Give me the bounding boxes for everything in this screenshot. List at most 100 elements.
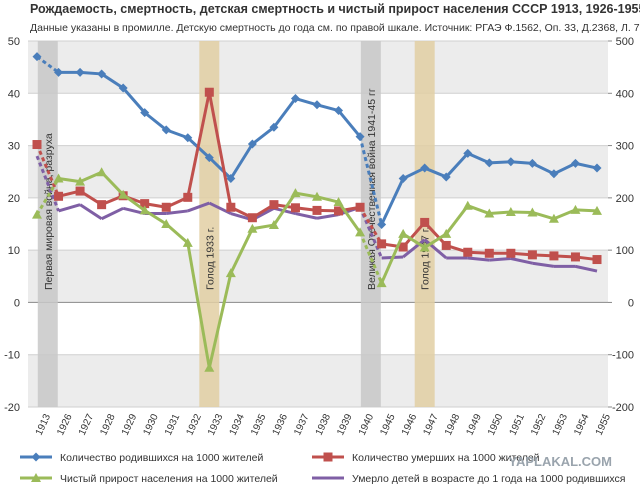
x-tick-label: 1949 (465, 412, 485, 437)
x-tick-label: 1951 (508, 412, 528, 437)
point (290, 203, 300, 213)
point (420, 163, 430, 173)
point (484, 158, 494, 168)
grid-band (28, 354, 608, 407)
line-segment (122, 87, 146, 114)
point (549, 251, 559, 261)
line-segment (316, 103, 339, 112)
x-tick-label: 1934 (228, 412, 248, 437)
line-segment (553, 161, 577, 176)
line-segment (252, 223, 275, 231)
x-tick-label: 1947 (421, 412, 441, 437)
point (161, 219, 172, 228)
line-segment (337, 201, 362, 234)
x-tick-label: 1913 (34, 412, 54, 437)
point (96, 167, 107, 177)
x-tick-label: 1952 (529, 412, 549, 437)
line-segment (35, 177, 60, 216)
point (419, 242, 430, 252)
point (54, 191, 64, 201)
point (32, 209, 42, 219)
point (247, 213, 257, 223)
legend-label: Количество умерших на 1000 жителей (352, 452, 540, 464)
x-tick-label: 1946 (400, 412, 420, 437)
x-tick-label: 1926 (55, 412, 75, 437)
point (204, 362, 215, 372)
point (398, 242, 408, 252)
legend-label: Чистый прирост населения на 1000 жителей (60, 473, 278, 485)
y-tick-label: 0 (14, 297, 20, 309)
line-segment (295, 191, 318, 199)
point (53, 173, 64, 183)
point (334, 206, 344, 216)
point (32, 52, 42, 62)
x-tick-label: 1937 (292, 412, 312, 437)
line-segment (424, 166, 447, 179)
point (32, 140, 42, 150)
line-segment (35, 155, 60, 212)
line-segment (489, 257, 511, 262)
y2-tick-label: 0 (628, 297, 634, 309)
line-segment (207, 91, 233, 208)
line-segment (467, 256, 490, 262)
y2-tick-label: 500 (616, 36, 634, 48)
x-tick-label: 1945 (378, 412, 398, 437)
point (420, 217, 430, 227)
line-segment (402, 166, 426, 180)
point (441, 172, 451, 182)
point (549, 169, 559, 179)
x-tick-label: 1932 (185, 412, 205, 437)
point (204, 153, 214, 163)
point (312, 191, 322, 201)
x-tick-label: 1940 (357, 412, 377, 437)
legend-label: Количество родившихся на 1000 жителей (60, 452, 263, 464)
point (75, 67, 85, 77)
x-tick-label: 1955 (594, 412, 614, 437)
x-tick-label: 1953 (551, 412, 571, 437)
point (182, 237, 193, 247)
y2-tick-label: 300 (616, 141, 634, 153)
line-segment (208, 201, 232, 215)
line-segment (358, 136, 384, 225)
grid-band (28, 41, 608, 94)
point (247, 139, 257, 149)
point (377, 239, 387, 249)
point (183, 192, 193, 202)
point (527, 158, 537, 168)
point (355, 227, 366, 237)
grid-band (28, 93, 608, 146)
grid-band (28, 250, 608, 303)
line-segment (207, 272, 233, 369)
line-segment (575, 208, 598, 213)
line-segment (445, 204, 469, 235)
x-tick-label: 1933 (206, 412, 226, 437)
x-tick-label: 1927 (77, 412, 97, 437)
x-tick-label: 1939 (335, 412, 355, 437)
point (570, 204, 581, 214)
line-segment (467, 204, 490, 215)
line-segment (489, 210, 511, 216)
point (269, 200, 279, 210)
point (506, 248, 516, 258)
point (333, 197, 344, 207)
y2-tick-label: -100 (612, 350, 634, 362)
grid-band (28, 145, 608, 198)
line-segment (445, 152, 469, 178)
x-tick-label: 1950 (486, 412, 506, 437)
x-tick-label: 1938 (314, 412, 334, 437)
point (75, 186, 85, 196)
point (290, 94, 300, 104)
point (268, 220, 279, 230)
x-tick-label: 1936 (271, 412, 291, 437)
point (97, 200, 107, 210)
point (527, 250, 537, 260)
point (75, 176, 86, 186)
line-segment (165, 128, 189, 140)
point (505, 206, 516, 216)
point (463, 148, 473, 158)
point (31, 473, 41, 482)
event-band (37, 41, 58, 407)
y-tick-label: -20 (4, 402, 20, 414)
point (323, 452, 333, 462)
